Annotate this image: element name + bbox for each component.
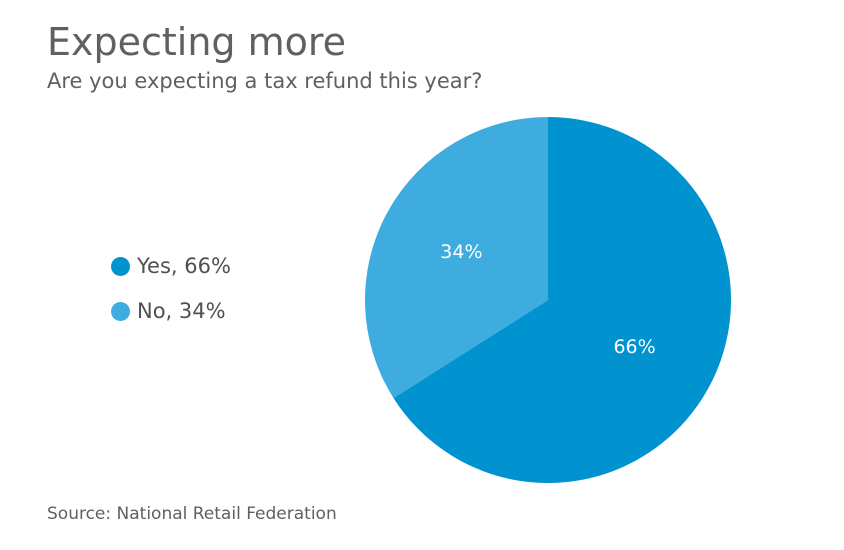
data-label-yes: 66% <box>613 336 655 358</box>
legend: Yes, 66% No, 34% <box>111 252 231 342</box>
data-label-no: 34% <box>440 241 482 263</box>
legend-swatch-no <box>111 301 130 321</box>
legend-item-no: No, 34% <box>111 297 231 325</box>
chart-title: Expecting more <box>47 20 347 64</box>
legend-label-no: No, 34% <box>137 299 226 323</box>
pie-slice-no <box>364 117 548 399</box>
source-note: Source: National Retail Federation <box>47 504 337 524</box>
legend-swatch-yes <box>111 256 130 276</box>
legend-label-yes: Yes, 66% <box>137 254 231 278</box>
legend-item-yes: Yes, 66% <box>111 252 231 280</box>
pie-slice-yes <box>393 117 731 484</box>
chart-subtitle: Are you expecting a tax refund this year… <box>47 69 483 93</box>
